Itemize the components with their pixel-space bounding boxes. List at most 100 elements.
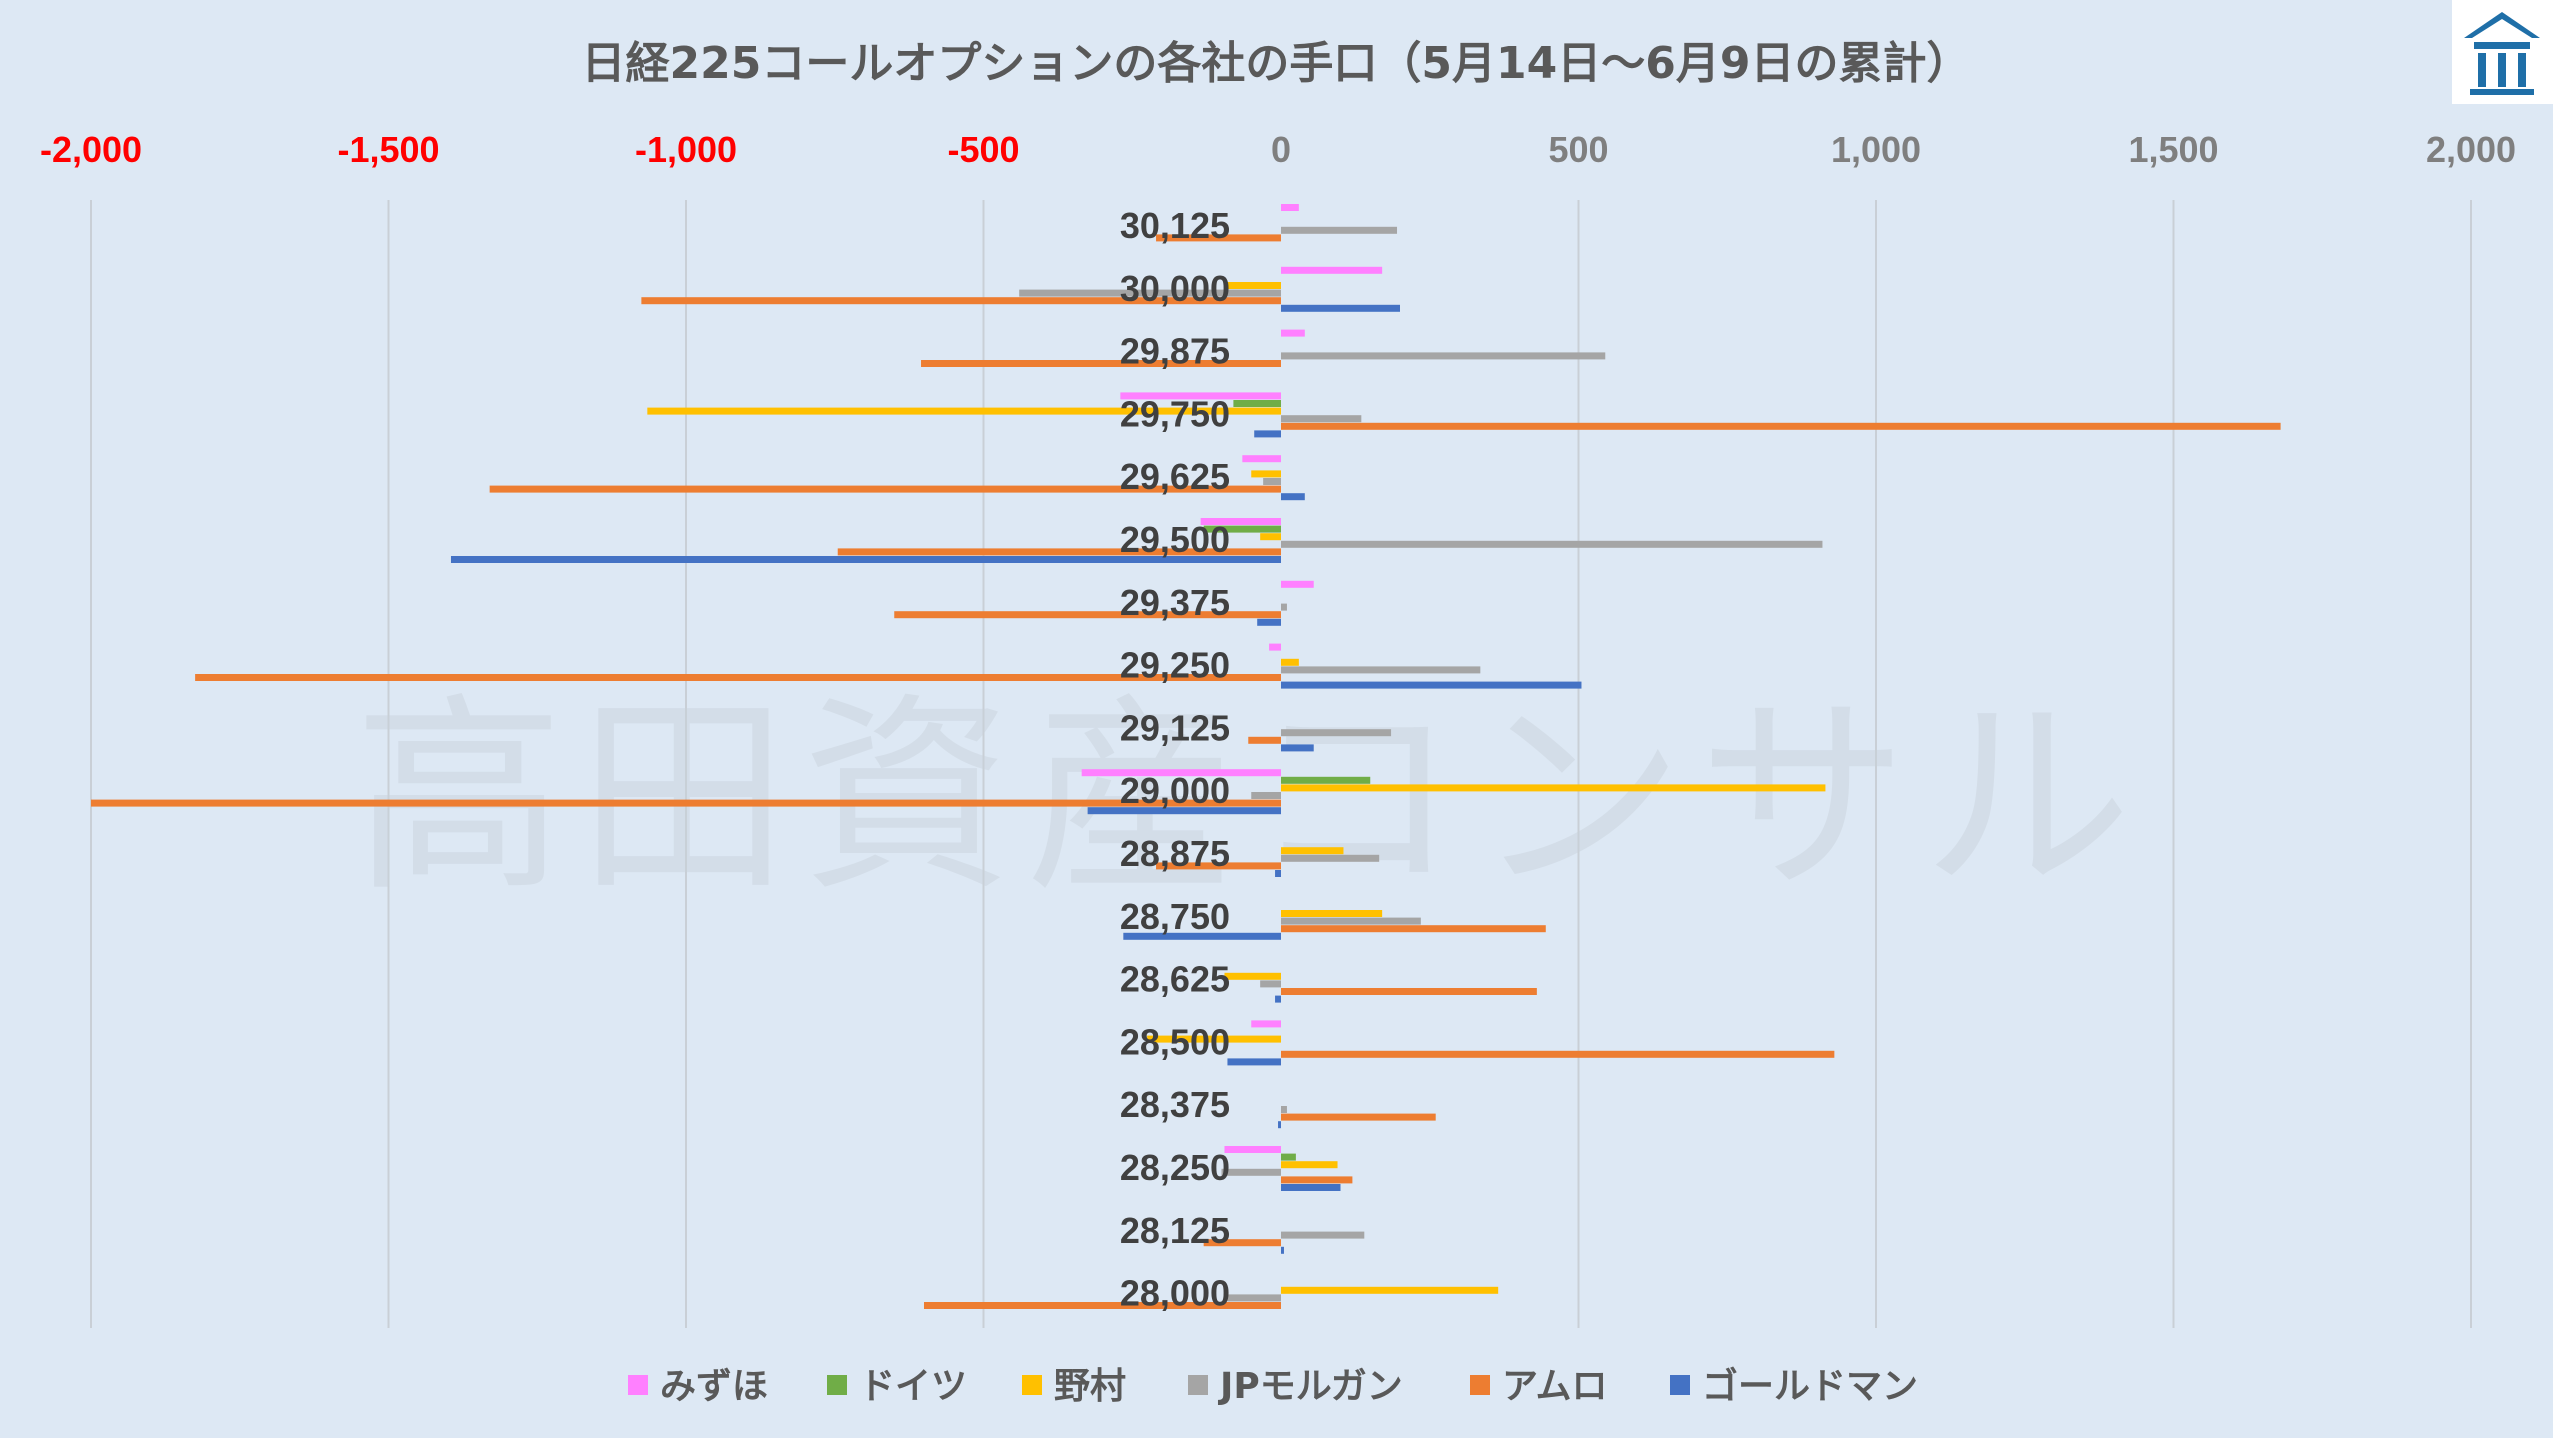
- watermark: 高田資産コンサル: [354, 675, 2146, 920]
- bar: [1281, 422, 2281, 430]
- bar: [1275, 870, 1281, 877]
- legend-swatch: [1470, 1375, 1490, 1395]
- bar: [1275, 995, 1281, 1003]
- bar: [1281, 1246, 1284, 1254]
- bar: [1281, 658, 1299, 666]
- x-tick-label: -2,000: [40, 129, 142, 170]
- gridlines: [90, 200, 2472, 1328]
- bar: [1203, 525, 1281, 533]
- bar: [1281, 226, 1398, 234]
- bar: [1281, 988, 1537, 995]
- bar: [837, 548, 1281, 556]
- bar: [1281, 1184, 1341, 1191]
- bar: [1281, 329, 1305, 337]
- y-tick-label: 29,875: [1120, 331, 1230, 372]
- bar: [1281, 415, 1362, 423]
- x-tick-label: 500: [1548, 129, 1608, 170]
- bar: [1019, 289, 1281, 297]
- bar: [1281, 744, 1314, 752]
- bar: [924, 1302, 1281, 1309]
- bar: [1281, 352, 1606, 360]
- y-tick-label: 29,750: [1120, 393, 1230, 434]
- bar: [894, 611, 1281, 619]
- y-tick-label: 28,750: [1120, 896, 1230, 937]
- bar: [1281, 1161, 1338, 1169]
- bar: [1251, 792, 1281, 799]
- bar: [1227, 1294, 1281, 1302]
- legend-label: アムロ: [1502, 1366, 1607, 1407]
- bar: [641, 297, 1281, 305]
- x-tick-label: -1,000: [635, 129, 737, 170]
- bar: [1156, 862, 1281, 870]
- bar: [1156, 234, 1281, 242]
- x-tick-label: 0: [1271, 129, 1291, 170]
- bar: [1281, 917, 1421, 925]
- bar: [91, 799, 1281, 807]
- x-axis-ticks: -2,000 -1,500 -1,000 -500 0 500 1,000 1,500 2,00…: [40, 129, 2516, 170]
- bar: [1248, 736, 1281, 744]
- y-tick-label: 28,375: [1120, 1084, 1230, 1125]
- y-tick-label: 29,500: [1120, 519, 1230, 560]
- bar: [1260, 533, 1281, 541]
- x-tick-label: -500: [947, 129, 1019, 170]
- bar: [1227, 1058, 1281, 1066]
- bar: [1251, 1020, 1281, 1028]
- legend-label: みずほ: [660, 1366, 768, 1407]
- bar: [1281, 666, 1481, 674]
- y-axis-ticks: 30,125 30,000 29,875 29,750 29,625 29,500 29,3…: [1120, 205, 1230, 1314]
- legend-label: ゴールドマン: [1702, 1365, 1918, 1407]
- bar: [1200, 518, 1281, 525]
- bar: [1281, 266, 1383, 274]
- bar: [1281, 784, 1826, 792]
- bar: [1281, 603, 1287, 611]
- x-tick-label: 1,500: [2128, 129, 2218, 170]
- legend: みずほ ドイツ 野村 JPモルガン アムロ ゴールドマン: [628, 1365, 1918, 1407]
- bar: [1120, 392, 1281, 400]
- y-tick-label: 29,125: [1120, 707, 1230, 748]
- bar: [1224, 1146, 1281, 1153]
- bar: [1227, 282, 1281, 289]
- y-tick-label: 30,000: [1120, 268, 1230, 309]
- bar: [1281, 304, 1400, 312]
- y-tick-label: 28,250: [1120, 1147, 1230, 1188]
- bar: [1147, 1035, 1281, 1043]
- legend-swatch: [1670, 1375, 1690, 1395]
- bar: [1281, 847, 1344, 855]
- y-tick-label: 28,625: [1120, 959, 1230, 1000]
- bar: [921, 360, 1281, 367]
- bar: [1281, 1050, 1835, 1058]
- bar: [1281, 580, 1314, 588]
- bar: [1087, 807, 1281, 815]
- bar: [1269, 643, 1281, 651]
- y-tick-label: 28,875: [1120, 833, 1230, 874]
- company-logo: [2452, 0, 2553, 104]
- bar: [1281, 1113, 1436, 1121]
- bar: [1221, 1168, 1281, 1176]
- bar: [1281, 204, 1299, 211]
- bar: [489, 485, 1281, 493]
- y-tick-label: 29,250: [1120, 645, 1230, 686]
- legend-label: 野村: [1054, 1366, 1126, 1407]
- bar: [1281, 1106, 1287, 1113]
- legend-swatch: [1022, 1375, 1042, 1395]
- bar: [1123, 932, 1281, 940]
- legend-swatch: [827, 1375, 847, 1395]
- bar: [1281, 493, 1305, 501]
- bar: [1260, 980, 1281, 988]
- y-tick-label: 29,000: [1120, 770, 1230, 811]
- bar: [1257, 618, 1281, 626]
- bars: [91, 204, 2281, 1309]
- bar: [1281, 1176, 1353, 1184]
- bar: [1224, 972, 1281, 980]
- legend-label: ドイツ: [859, 1366, 967, 1407]
- bar: [1263, 478, 1281, 485]
- bar: [1281, 729, 1392, 737]
- bar: [1233, 400, 1281, 407]
- bar: [647, 407, 1281, 415]
- y-tick-label: 29,625: [1120, 456, 1230, 497]
- y-tick-label: 28,125: [1120, 1210, 1230, 1251]
- bar: [1281, 910, 1383, 917]
- y-tick-label: 28,000: [1120, 1273, 1230, 1314]
- bar: [1281, 1231, 1365, 1239]
